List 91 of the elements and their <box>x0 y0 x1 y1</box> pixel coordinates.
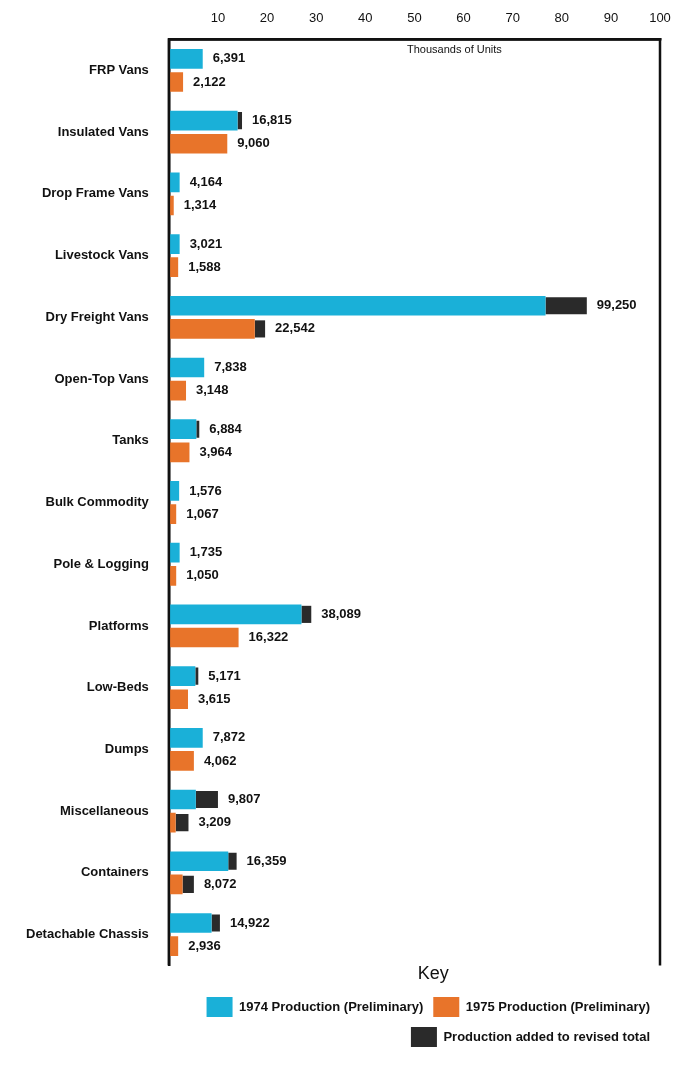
y-tick-label: Platforms <box>88 617 149 633</box>
bar <box>195 667 199 685</box>
annotation: 16,815 <box>252 112 292 128</box>
bar <box>168 380 187 401</box>
x-tick-label: 10 <box>210 10 226 26</box>
bar <box>168 689 188 710</box>
annotation: 1,314 <box>183 197 218 213</box>
bar <box>228 852 237 870</box>
bar <box>168 72 184 92</box>
annotation: 4,062 <box>203 752 237 768</box>
bar <box>182 875 194 893</box>
annotation: 6,884 <box>209 420 243 436</box>
bar <box>168 727 203 748</box>
x-axis-title: Thousands of Units <box>407 42 503 55</box>
bar <box>168 295 546 316</box>
y-tick-label: Containers <box>80 864 149 880</box>
bar <box>168 110 238 131</box>
y-tick-label: Bulk Commodity <box>45 494 150 510</box>
y-tick-label: FRP Vans <box>89 62 149 78</box>
annotation: 16,322 <box>248 629 289 645</box>
bar <box>301 605 312 623</box>
bar <box>168 133 228 154</box>
bar <box>195 790 218 809</box>
bar <box>168 234 180 254</box>
annotation: 1,735 <box>189 544 223 560</box>
y-tick-label: Dumps <box>104 740 149 756</box>
bar <box>168 49 203 69</box>
bar <box>168 604 302 625</box>
y-tick-label: Drop Frame Vans <box>41 185 149 201</box>
x-tick-label: 90 <box>603 10 619 26</box>
annotation: 9,060 <box>237 135 270 151</box>
y-tick-label: Livestock Vans <box>54 247 149 263</box>
bar <box>545 297 587 315</box>
bar <box>168 874 183 895</box>
annotation: 7,872 <box>212 729 246 745</box>
annotation: 2,122 <box>193 73 226 89</box>
bar <box>168 751 194 771</box>
y-tick-label: Miscellaneous <box>59 802 149 818</box>
bar <box>168 913 212 933</box>
bar <box>168 666 196 686</box>
annotation: 22,542 <box>275 320 315 336</box>
x-tick-label: 30 <box>308 10 324 26</box>
bar <box>211 914 220 932</box>
x-tick-label: 40 <box>358 10 373 26</box>
x-tick-label: 80 <box>554 10 569 26</box>
legend-title: Key <box>417 963 449 984</box>
annotation: 1,067 <box>186 505 219 521</box>
annotation: 6,391 <box>212 50 246 66</box>
legend-label: Production added to revised total <box>443 1028 650 1044</box>
annotation: 3,148 <box>196 382 229 398</box>
annotation: 3,615 <box>197 690 231 706</box>
annotation: 14,922 <box>229 914 270 930</box>
annotation: 4,164 <box>189 173 223 189</box>
annotation: 99,250 <box>596 297 637 313</box>
y-tick-label: Open-Top Vans <box>54 370 149 386</box>
annotation: 1,576 <box>189 482 222 498</box>
bar <box>168 319 255 339</box>
annotation: 8,072 <box>203 875 237 891</box>
y-tick-label: Tanks <box>112 432 149 448</box>
annotation: 3,964 <box>199 443 233 459</box>
x-tick-label: 70 <box>505 10 520 26</box>
annotation: 1,588 <box>188 258 221 274</box>
bar <box>168 419 197 440</box>
x-tick-label: 20 <box>259 10 275 26</box>
annotation: 3,021 <box>189 235 223 251</box>
annotation: 5,171 <box>208 667 241 683</box>
y-tick-label: Detachable Chassis <box>25 926 149 942</box>
bar <box>175 814 189 832</box>
annotation: 1,050 <box>186 567 219 583</box>
annotation: 9,807 <box>227 791 261 807</box>
annotation: 16,359 <box>246 852 287 868</box>
annotation: 7,838 <box>214 359 247 375</box>
legend-label: 1975 Production (Preliminary) <box>465 998 651 1014</box>
bar <box>168 789 196 810</box>
y-tick-label: Low-Beds <box>86 679 149 695</box>
y-tick-label: Pole & Logging <box>53 555 149 571</box>
bar <box>196 420 200 438</box>
x-tick-label: 60 <box>456 10 471 26</box>
bar <box>168 627 239 648</box>
x-tick-label: 50 <box>407 10 422 26</box>
annotation: 38,089 <box>321 605 362 621</box>
bar <box>168 851 229 872</box>
y-tick-label: Dry Freight Vans <box>45 308 149 324</box>
bar <box>168 357 205 378</box>
legend-label: 1974 Production (Preliminary) <box>239 998 424 1014</box>
annotation: 3,209 <box>198 814 232 830</box>
x-tick-label: 100 <box>649 10 671 26</box>
bar <box>168 172 180 193</box>
y-tick-label: Insulated Vans <box>57 123 149 139</box>
annotation: 2,936 <box>188 937 221 953</box>
bar <box>254 320 266 338</box>
